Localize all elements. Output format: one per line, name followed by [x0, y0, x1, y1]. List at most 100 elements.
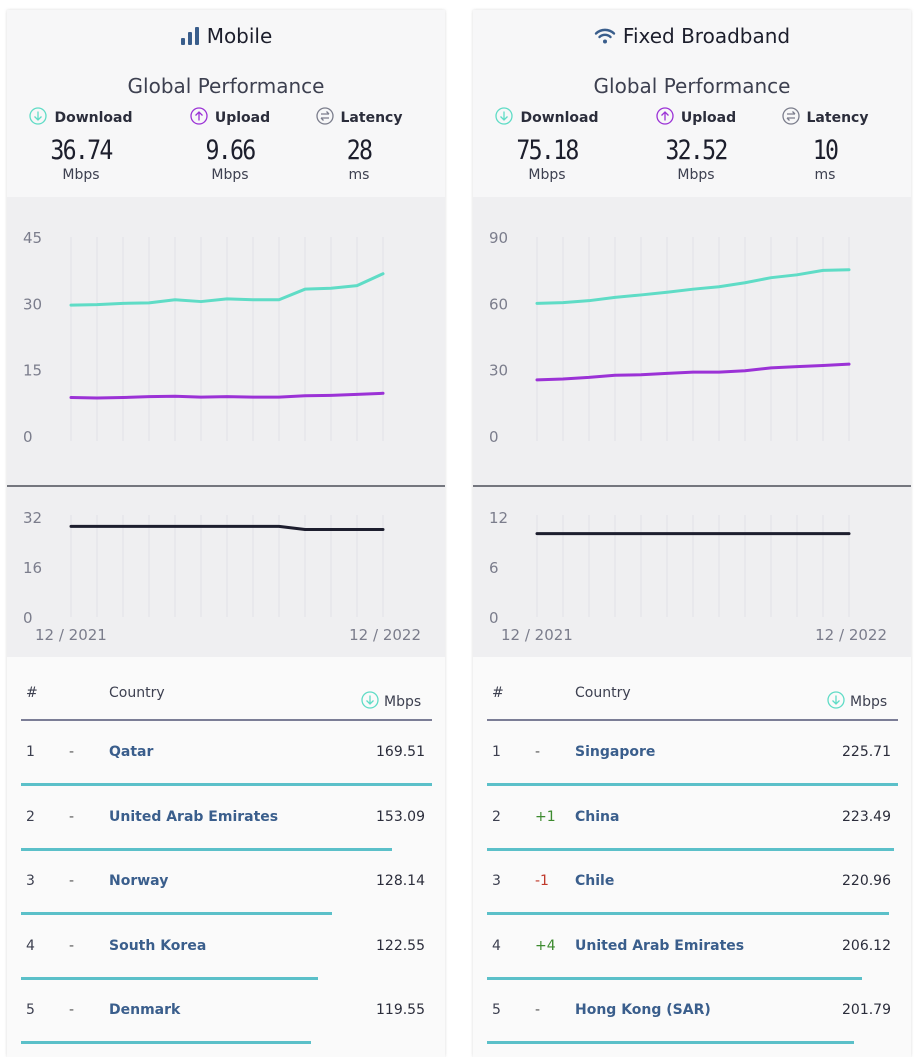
speed-value: 119.55 — [376, 1002, 425, 1018]
rank-change: - — [69, 1002, 75, 1018]
table-row[interactable]: 3 - Norway 128.14 — [7, 850, 445, 915]
download-series-line — [535, 268, 851, 305]
table-row[interactable]: 4 +4 United Arab Emirates 206.12 — [473, 915, 911, 980]
latency-axis-tick: 16 — [23, 559, 42, 577]
rank-change: - — [535, 744, 541, 760]
country-link[interactable]: United Arab Emirates — [109, 808, 279, 825]
download-metric: Download 75.18 Mbps — [477, 107, 617, 183]
rank-number: 5 — [492, 1002, 501, 1018]
rank-number: 2 — [492, 808, 501, 825]
latency-label: Latency — [340, 110, 403, 126]
header-divider — [487, 719, 898, 721]
country-column-header: Country — [575, 685, 631, 701]
download-label: Download — [520, 110, 599, 126]
latency-value: 10 — [812, 135, 839, 166]
download-value: 75.18 — [516, 135, 579, 166]
rank-number: 2 — [26, 808, 35, 825]
country-link[interactable]: South Korea — [109, 937, 207, 954]
panel-title-text: Fixed Broadband — [622, 24, 791, 48]
speed-bar — [21, 912, 332, 915]
rank-change: +1 — [535, 808, 556, 825]
country-link[interactable]: Qatar — [109, 744, 154, 760]
table-row[interactable]: 5 - Hong Kong (SAR) 201.79 — [473, 979, 911, 1044]
mobile-panel: Mobile Global Performance Download 36.74… — [7, 10, 445, 1057]
latency-unit: ms — [348, 167, 370, 183]
latency-icon — [315, 107, 334, 129]
country-link[interactable]: Norway — [109, 873, 169, 889]
table-row[interactable]: 5 - Denmark 119.55 — [7, 979, 445, 1044]
table-row[interactable]: 3 -1 Chile 220.96 — [473, 850, 911, 915]
speed-axis-tick: 0 — [489, 428, 499, 446]
speed-bar — [487, 912, 890, 915]
latency-axis-tick: 32 — [23, 509, 42, 527]
download-unit: Mbps — [62, 167, 100, 183]
panel-title: Fixed Broadband — [473, 24, 911, 48]
panel-subtitle: Global Performance — [593, 74, 791, 98]
upload-label: Upload — [680, 110, 737, 126]
speed-value: 128.14 — [376, 873, 425, 889]
upload-label: Upload — [214, 110, 271, 126]
rank-change: - — [69, 873, 75, 889]
panel-subtitle: Global Performance — [127, 74, 325, 98]
panel-title-text: Mobile — [206, 24, 273, 48]
download-icon — [495, 107, 514, 129]
speed-value: 220.96 — [842, 873, 891, 889]
latency-axis-tick: 0 — [489, 609, 499, 627]
speed-bar — [487, 1041, 855, 1044]
country-link[interactable]: United Arab Emirates — [575, 937, 745, 954]
date-end-label: 12 / 2022 — [349, 626, 421, 644]
latency-metric: Latency 10 ms — [755, 107, 895, 183]
download-icon — [827, 691, 845, 713]
country-link[interactable]: China — [575, 808, 620, 825]
rank-number: 3 — [492, 873, 501, 889]
latency-label: Latency — [806, 110, 869, 126]
latency-series-line — [69, 524, 385, 531]
country-link[interactable]: Hong Kong (SAR) — [575, 1002, 711, 1018]
speed-bar — [487, 783, 898, 786]
date-end-label: 12 / 2022 — [815, 626, 887, 644]
table-row[interactable]: 2 +1 China 223.49 — [473, 786, 911, 851]
download-unit: Mbps — [528, 167, 566, 183]
table-row[interactable]: 2 - United Arab Emirates 153.09 — [7, 786, 445, 851]
speed-axis-tick: 45 — [23, 229, 42, 247]
header-divider — [21, 719, 432, 721]
upload-metric: Upload 9.66 Mbps — [160, 107, 300, 183]
country-link[interactable]: Singapore — [575, 744, 656, 760]
date-start-label: 12 / 2021 — [35, 626, 107, 644]
rank-number: 5 — [26, 1002, 35, 1018]
performance-chart: 45 30 15 0 32 16 0 12 / 2021 12 / 2022 — [7, 197, 445, 657]
table-row[interactable]: 4 - South Korea 122.55 — [7, 915, 445, 980]
mbps-column-header: Mbps — [361, 691, 421, 713]
upload-series-line — [69, 391, 385, 400]
latency-axis-tick: 6 — [489, 559, 499, 577]
latency-unit: ms — [814, 167, 836, 183]
download-icon — [29, 107, 48, 129]
country-link[interactable]: Denmark — [109, 1002, 181, 1018]
speed-value: 169.51 — [376, 744, 425, 760]
rank-change: - — [69, 808, 75, 825]
mbps-column-label: Mbps — [850, 694, 888, 710]
rank-change: - — [69, 937, 75, 954]
table-row[interactable]: 1 - Singapore 225.71 — [473, 721, 911, 786]
speed-axis-tick: 60 — [489, 295, 508, 313]
rank-number: 4 — [26, 937, 35, 954]
country-link[interactable]: Chile — [575, 873, 615, 889]
upload-icon — [190, 107, 208, 129]
speed-bar — [21, 976, 319, 980]
speed-bar — [21, 1041, 311, 1044]
mbps-column-label: Mbps — [384, 694, 422, 710]
speed-bar — [487, 847, 894, 851]
upload-series-line — [535, 362, 851, 382]
country-column-header: Country — [109, 685, 165, 701]
speed-bar — [21, 783, 432, 786]
download-value: 36.74 — [50, 135, 113, 166]
speed-axis-tick: 90 — [489, 229, 508, 247]
table-row[interactable]: 1 - Qatar 169.51 — [7, 721, 445, 786]
speed-value: 206.12 — [842, 937, 891, 954]
panel-title: Mobile — [7, 24, 445, 48]
rank-column-header: # — [492, 685, 504, 701]
speed-value: 122.55 — [376, 937, 425, 954]
latency-metric: Latency 28 ms — [289, 107, 429, 183]
rank-number: 1 — [492, 744, 501, 760]
